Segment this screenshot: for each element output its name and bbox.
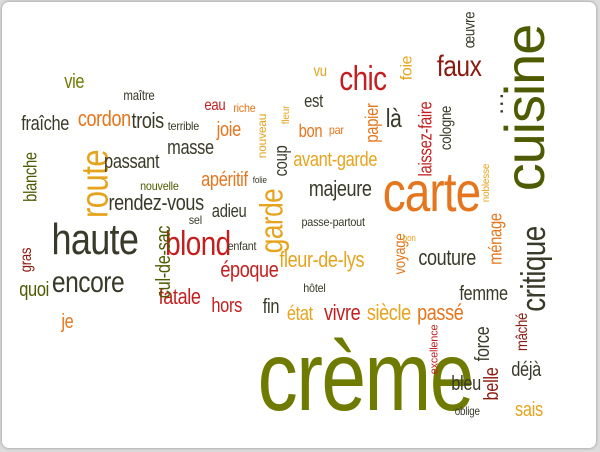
word-laissez-faire: laissez-faire	[415, 101, 436, 177]
word-maitre: maître	[123, 87, 155, 103]
word-hors: hors	[211, 295, 242, 317]
word-blanche: blanche	[20, 152, 41, 202]
word-rendez-vous: rendez-vous	[108, 190, 204, 215]
word-excellence: excellence	[428, 324, 441, 375]
word-couture: couture	[418, 245, 476, 270]
word-aperitif: apéritif	[201, 169, 248, 191]
word-oeuvre: œuvre	[461, 11, 479, 49]
word-terrible: terrible	[167, 119, 200, 133]
word-noblesse: noblesse	[481, 163, 493, 203]
word-fleur-de-lys: fleur-de-lys	[279, 247, 365, 272]
word-fraiche: fraîche	[21, 113, 70, 135]
word-enfant: enfant	[227, 239, 257, 253]
word-coup: coup	[270, 145, 291, 177]
word-epoque: époque	[220, 257, 279, 282]
word-passe: passé	[417, 300, 464, 325]
word-cul-de-sac: cul-de-sac	[153, 225, 176, 299]
word-fleur: fleur	[281, 105, 293, 125]
word-vu: vu	[313, 63, 327, 80]
word-vie: vie	[64, 71, 85, 93]
word-deja: déjà	[511, 359, 541, 381]
word-mache: mâché	[514, 312, 532, 352]
word-bon: bon	[298, 121, 323, 141]
word-majeure: majeure	[308, 176, 372, 201]
word-siecle: siècle	[366, 300, 411, 325]
word-cologne: cologne	[437, 105, 455, 151]
word-passe-partout: passe-partout	[301, 215, 365, 229]
word-eau: eau	[204, 97, 226, 114]
word-avant-garde: avant-garde	[293, 149, 378, 171]
word-belle: belle	[481, 367, 504, 401]
word-force: force	[472, 326, 495, 362]
word-sel: sel	[188, 213, 202, 227]
word-foie: foie	[398, 55, 416, 81]
word-hotel: hôtel	[303, 281, 326, 295]
word-je: je	[61, 311, 74, 333]
word-riche: riche	[233, 101, 256, 115]
word-gras: gras	[17, 247, 35, 273]
word-bon-small: bon	[402, 233, 416, 243]
word-creme: crème	[257, 321, 475, 431]
word-oblige: oblige	[454, 404, 480, 418]
word-haute: haute	[51, 215, 139, 264]
word-la: là	[385, 103, 402, 133]
word-papier: papier	[361, 103, 382, 143]
word-garde: garde	[253, 188, 290, 254]
word-joie: joie	[216, 119, 242, 141]
word-critique: critique	[515, 226, 554, 312]
word-vivre: vivre	[323, 300, 361, 325]
word-quoi: quoi	[19, 279, 49, 301]
word-bleu: bleu	[451, 373, 481, 395]
word-cloud-frame: crème cuisine carte haute route chic blo…	[2, 2, 596, 448]
word-femme: femme	[459, 283, 508, 305]
word-folie: folie	[252, 175, 267, 185]
word-nouveau: nouveau	[255, 113, 270, 159]
word-encore: encore	[51, 266, 125, 299]
word-nouvelle: nouvelle	[140, 179, 179, 193]
word-blond: blond	[165, 225, 231, 263]
word-faux: faux	[436, 50, 482, 83]
word-masse: masse	[167, 137, 214, 159]
word-adieu: adieu	[211, 201, 247, 221]
word-fin: fin	[262, 296, 280, 318]
word-carte: carte	[382, 160, 481, 223]
word-chic: chic	[339, 60, 387, 98]
word-par: par	[328, 123, 344, 137]
word-trois: trois	[131, 108, 165, 133]
word-etat: état	[286, 303, 313, 325]
word-ellipsis: …	[481, 92, 509, 116]
word-est: est	[304, 91, 323, 111]
word-cordon: cordon	[77, 106, 131, 131]
word-sais: sais	[515, 399, 543, 421]
word-menage: ménage	[485, 213, 506, 265]
word-fatale: fatale	[158, 284, 201, 309]
word-passant: passant	[104, 151, 160, 173]
